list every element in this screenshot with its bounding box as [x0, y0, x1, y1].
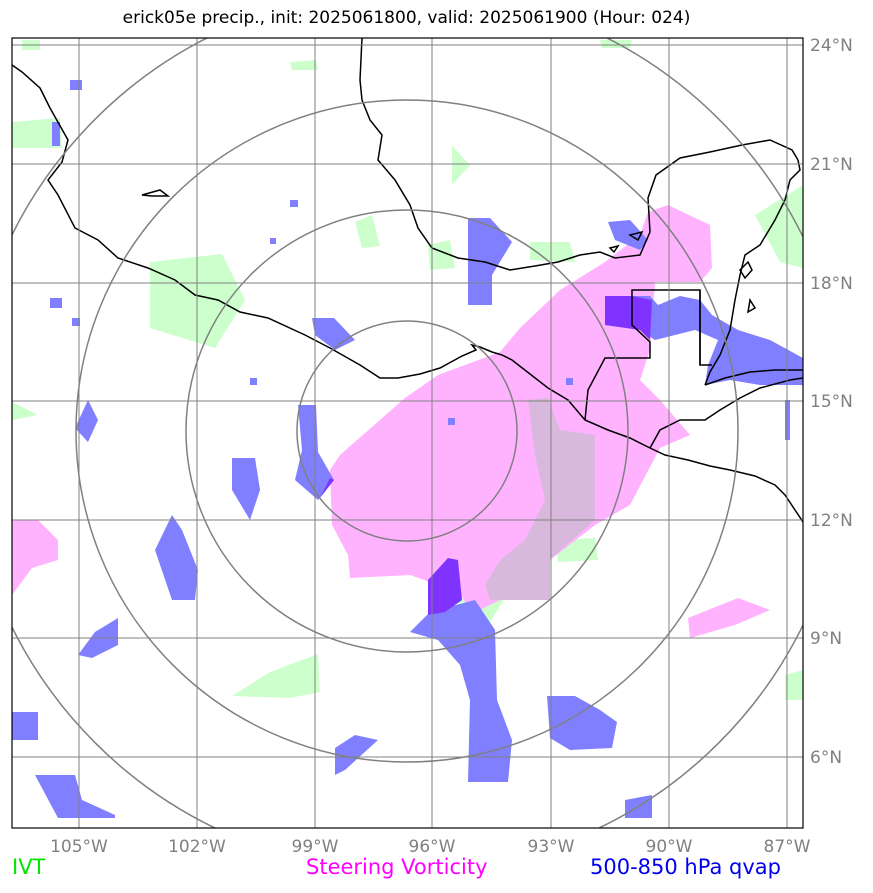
qvap-region	[448, 418, 455, 425]
latitude-tick-label: 18°N	[810, 274, 853, 294]
qvap-region	[250, 378, 257, 385]
latitude-tick-label: 15°N	[810, 392, 853, 412]
qvap-region	[155, 515, 198, 600]
qvap-region	[547, 696, 617, 750]
mexico-guatemala-border	[584, 289, 701, 421]
qvap-region	[270, 238, 276, 244]
qvap-region	[605, 296, 803, 385]
range-ring	[75, 99, 739, 763]
ivt-region	[755, 185, 803, 268]
longitude-tick-label: 96°W	[409, 837, 456, 857]
range-rings	[12, 38, 803, 828]
yucatan-coastline	[704, 159, 801, 386]
longitude-tick-label: 105°W	[50, 837, 108, 857]
qvap-region	[70, 80, 82, 90]
baja-coastline	[141, 189, 171, 197]
gulf-coastline	[359, 38, 799, 271]
ivt-region	[785, 670, 803, 700]
overlap-region	[428, 558, 462, 615]
ivt-region	[290, 60, 318, 70]
map-frame	[11, 37, 804, 829]
ivt-region	[232, 654, 320, 698]
belize-border	[699, 290, 712, 366]
latitude-tick-label: 6°N	[810, 748, 842, 768]
longitude-tick-label: 99°W	[292, 837, 339, 857]
longitude-tick-label: 93°W	[528, 837, 575, 857]
overlap-region	[605, 296, 652, 340]
ivt-region	[452, 146, 470, 185]
qvap-region	[12, 712, 38, 740]
qvap-region	[566, 378, 573, 385]
legend-qvap: 500-850 hPa qvap	[590, 855, 781, 879]
ivt-region	[12, 402, 38, 420]
qvap-region	[410, 600, 512, 782]
island-outline	[739, 260, 753, 280]
latitude-labels: 24°N 21°N 18°N 15°N 12°N 9°N 6°N	[810, 36, 853, 768]
longitude-tick-label: 90°W	[646, 837, 693, 857]
map-title: erick05e precip., init: 2025061800, vali…	[122, 8, 691, 28]
latitude-tick-label: 12°N	[810, 511, 853, 531]
longitude-labels: 105°W 102°W 99°W 96°W 93°W 90°W 87°W	[50, 837, 811, 857]
vorticity-region	[12, 520, 58, 595]
latitude-tick-label: 9°N	[810, 629, 842, 649]
longitude-tick-label: 87°W	[764, 837, 811, 857]
qvap-region	[290, 200, 298, 207]
qvap-region	[72, 318, 80, 326]
latitude-tick-label: 24°N	[810, 36, 853, 56]
latitude-tick-label: 21°N	[810, 155, 853, 175]
coastline-layer	[12, 38, 803, 523]
vorticity-region	[688, 598, 770, 638]
ivt-region	[355, 215, 380, 248]
honduras-coastline	[704, 369, 803, 386]
ivt-region	[600, 40, 632, 48]
island-outline	[628, 230, 644, 242]
range-ring	[185, 209, 629, 653]
central-america-border	[649, 377, 803, 449]
qvap-region	[232, 458, 260, 520]
qvap-region	[335, 735, 378, 775]
qvap-vorticity-overlap	[320, 296, 652, 615]
longitude-tick-label: 102°W	[168, 837, 226, 857]
qvap-region	[50, 298, 62, 308]
legend-ivt: IVT	[12, 855, 46, 879]
qvap-region	[608, 220, 648, 250]
island-outline	[747, 297, 757, 314]
qvap-region	[35, 775, 115, 818]
ivt-region	[428, 240, 455, 270]
overlap-region	[320, 478, 334, 498]
gridlines	[12, 38, 803, 828]
legend-steering-vorticity: Steering Vorticity	[306, 855, 488, 879]
ivt-region	[530, 242, 575, 262]
vorticity-ivt-overlap	[485, 398, 595, 600]
pacific-coastline	[12, 64, 803, 523]
ivt-region	[12, 118, 62, 148]
qvap-region	[75, 400, 98, 442]
qvap-region	[312, 318, 355, 350]
island-outline	[608, 244, 620, 254]
range-ring	[296, 320, 518, 542]
qvap-region	[52, 122, 60, 146]
